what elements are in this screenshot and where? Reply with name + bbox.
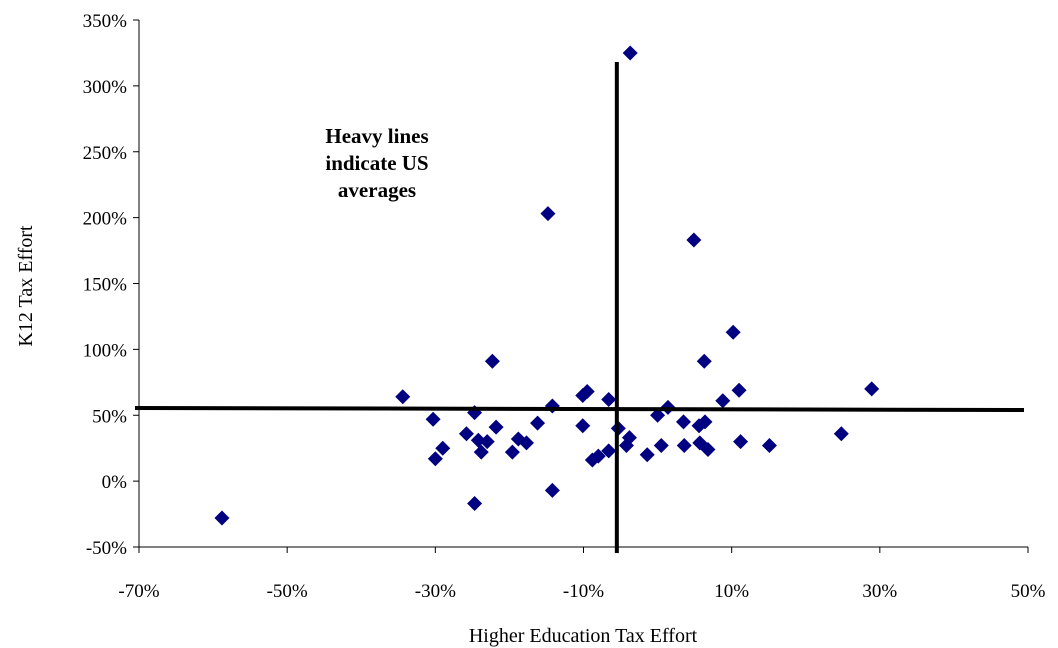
scatter-point [544, 482, 560, 498]
scatter-point [601, 443, 617, 459]
y-tick-label: 0% [102, 472, 128, 493]
y-tick-label: -50% [86, 538, 127, 559]
scatter-point [761, 438, 777, 454]
scatter-point [686, 232, 702, 248]
y-tick-label: 250% [83, 143, 128, 164]
scatter-point [575, 418, 591, 434]
scatter-point [479, 434, 495, 450]
x-tick-label: -70% [118, 581, 159, 602]
scatter-point [544, 398, 560, 414]
data-points [214, 45, 880, 526]
scatter-point [427, 451, 443, 467]
scatter-point [470, 432, 486, 448]
scatter-point [590, 448, 606, 464]
x-tick-label: -30% [415, 581, 456, 602]
annotation-text: Heavy lines indicate US averages [325, 124, 428, 202]
scatter-point [540, 206, 556, 222]
y-tick-label: 150% [83, 275, 128, 296]
scatter-point [395, 389, 411, 405]
scatter-point [530, 415, 546, 431]
scatter-point [731, 382, 747, 398]
us-average-horizontal-line [134, 406, 1025, 412]
scatter-point [864, 381, 880, 397]
x-axis-title: Higher Education Tax Effort [469, 625, 698, 647]
scatter-point [488, 419, 504, 435]
scatter-point [214, 510, 230, 526]
scatter-point [725, 324, 741, 340]
x-tick-label: 30% [862, 581, 897, 602]
y-tick-label: 300% [83, 77, 128, 98]
scatter-point [700, 442, 716, 458]
scatter-point [653, 438, 669, 454]
x-tick-label: 50% [1011, 581, 1046, 602]
scatter-point [697, 414, 713, 430]
x-axis-ticks: -70% -50% -30% -10% 10% 30% 50% [118, 547, 1046, 602]
y-axis-ticks: -50% 0% 50% 100% 150% 200% 250% 300% 350% [83, 11, 139, 559]
us-average-lines [134, 62, 1025, 553]
y-tick-label: 200% [83, 209, 128, 230]
scatter-point [601, 391, 617, 407]
scatter-point [579, 384, 595, 400]
annotation-line: Heavy lines [325, 124, 428, 148]
y-tick-label: 100% [83, 340, 128, 361]
scatter-point [676, 438, 692, 454]
scatter-point [650, 407, 666, 423]
scatter-point [458, 426, 474, 442]
annotation-line: averages [338, 178, 416, 202]
scatter-point [484, 353, 500, 369]
scatter-point [504, 444, 520, 460]
annotation-line: indicate US [325, 151, 428, 175]
scatter-point [435, 440, 451, 456]
axes [138, 20, 1028, 548]
scatter-point [621, 430, 637, 446]
y-tick-label: 350% [83, 11, 128, 32]
scatter-point [639, 447, 655, 463]
scatter-point [733, 434, 749, 450]
x-tick-label: -50% [267, 581, 308, 602]
y-tick-label: 50% [92, 406, 127, 427]
scatter-point [425, 411, 441, 427]
scatter-point [518, 435, 534, 451]
scatter-point [833, 426, 849, 442]
scatter-point [696, 353, 712, 369]
x-tick-label: 10% [714, 581, 749, 602]
scatter-point [467, 496, 483, 512]
scatter-point [473, 444, 489, 460]
scatter-point [715, 393, 731, 409]
x-tick-label: -10% [563, 581, 604, 602]
scatter-point [676, 414, 692, 430]
scatter-point [622, 45, 638, 61]
y-axis-title: K12 Tax Effort [15, 225, 37, 347]
